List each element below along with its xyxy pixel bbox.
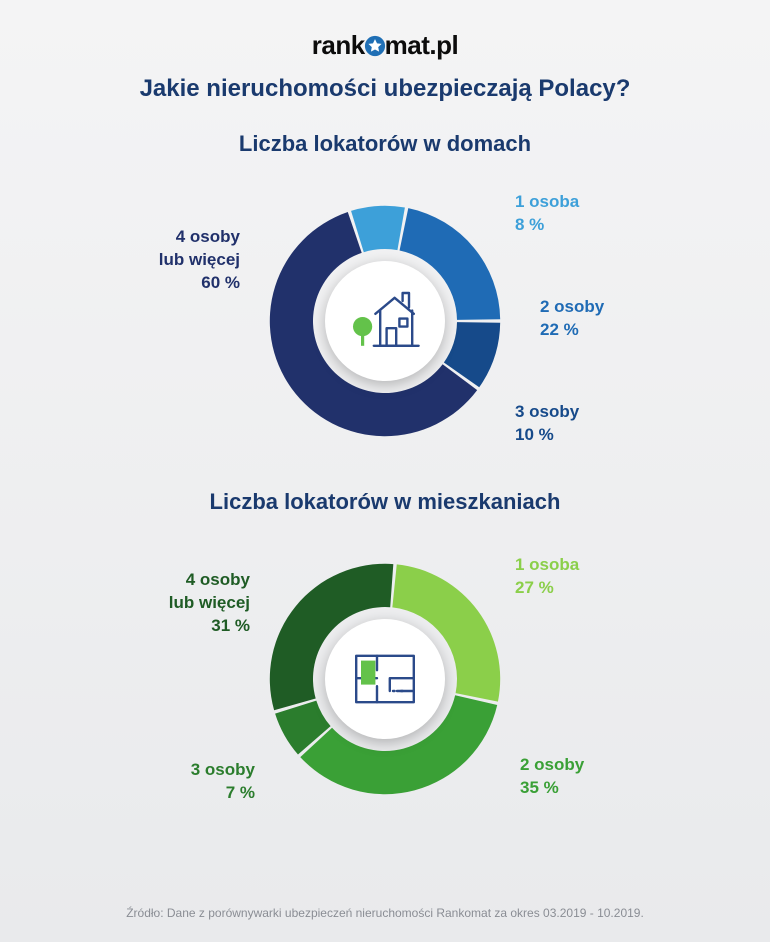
slice-label: 1 osoba27 %	[515, 554, 579, 600]
chart2-center-icon	[325, 619, 445, 739]
slice-label: 3 osoby10 %	[515, 401, 579, 447]
floorplan-icon	[345, 644, 425, 714]
chart2-donut	[265, 559, 505, 799]
chart1-center-icon	[325, 261, 445, 381]
chart1-area: 1 osoba8 % 2 osoby22 % 3 osoby10 % 4 osobyl…	[85, 171, 685, 471]
chart-block-apartments: Liczba lokatorów w mieszkaniach	[40, 489, 730, 829]
slice-label: 2 osoby22 %	[540, 296, 604, 342]
logo: rank mat.pl	[312, 30, 459, 61]
slice-label: 4 osobylub więcej60 %	[159, 226, 240, 295]
logo-star-icon	[364, 35, 386, 57]
infographic-container: rank mat.pl Jakie nieruchomości ubezpiecz…	[0, 0, 770, 942]
house-icon	[345, 286, 425, 356]
chart2-title: Liczba lokatorów w mieszkaniach	[210, 489, 561, 515]
chart1-donut	[265, 201, 505, 441]
chart1-title: Liczba lokatorów w domach	[239, 131, 531, 157]
slice-label: 1 osoba8 %	[515, 191, 579, 237]
donut-slice	[351, 206, 405, 252]
chart2-area: 1 osoba27 % 2 osoby35 % 3 osoby7 % 4 osobyl…	[85, 529, 685, 829]
chart-block-houses: Liczba lokatorów w domach	[40, 131, 730, 471]
logo-prefix: rank	[312, 30, 365, 60]
slice-label: 3 osoby7 %	[191, 759, 255, 805]
slice-label: 2 osoby35 %	[520, 754, 584, 800]
source-text: Źródło: Dane z porównywarki ubezpieczeń …	[0, 906, 770, 920]
slice-label: 4 osobylub więcej31 %	[169, 569, 250, 638]
main-title: Jakie nieruchomości ubezpieczają Polacy?	[140, 75, 631, 103]
logo-suffix: mat.pl	[385, 30, 459, 60]
